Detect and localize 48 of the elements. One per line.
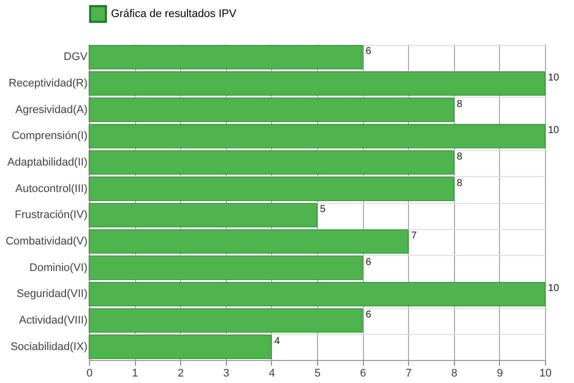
- data-label: 10: [548, 283, 560, 294]
- data-label: 8: [456, 152, 463, 162]
- bar: [88, 98, 454, 122]
- y-tick-label: Receptividad(R): [8, 78, 88, 90]
- data-label: 10: [548, 125, 560, 136]
- y-tick-label: Seguridad(VII): [16, 288, 88, 300]
- y-tick-label: Agresividad(A): [15, 104, 88, 116]
- y-tick-label: Adaptabilidad(II): [7, 156, 88, 168]
- bar: [88, 150, 454, 175]
- x-tick-label: 8: [451, 368, 458, 380]
- y-tick-label: Frustración(IV): [14, 209, 88, 222]
- bar: [88, 282, 546, 306]
- y-tick-label: DGV: [64, 51, 88, 64]
- x-tick-label: 5: [314, 368, 321, 380]
- y-tick-label: Sociabilidad(IX): [10, 340, 88, 353]
- bar: [88, 308, 363, 333]
- y-tick-label: Dominio(VI): [29, 262, 88, 274]
- y-tick-label: Combatividad(V): [6, 236, 88, 248]
- x-tick-label: 1: [132, 368, 138, 380]
- data-label: 6: [366, 46, 372, 58]
- bar: [88, 203, 318, 228]
- bar: [88, 71, 546, 96]
- x-tick-label: 9: [496, 368, 503, 380]
- x-tick-label: 3: [223, 368, 230, 380]
- data-label: 6: [366, 256, 372, 268]
- bar: [88, 176, 454, 201]
- y-tick-label: Autocontrol(III): [15, 182, 88, 195]
- bar: [88, 229, 408, 254]
- data-label: 8: [456, 98, 463, 110]
- data-label: 4: [274, 336, 280, 347]
- y-tick-label: Actividad(VIII): [19, 314, 88, 326]
- bar: [88, 256, 363, 280]
- x-tick-label: 6: [360, 368, 366, 380]
- data-label: 7: [411, 230, 418, 242]
- x-tick-label: 7: [406, 368, 412, 380]
- bar: [88, 45, 363, 70]
- x-tick-label: 4: [268, 368, 275, 380]
- x-tick-label: 0: [86, 368, 93, 380]
- x-tick-label: 10: [539, 368, 552, 380]
- data-label: 8: [456, 178, 463, 189]
- data-label: 5: [320, 204, 326, 216]
- bar: [88, 124, 546, 148]
- data-label: 10: [548, 72, 560, 84]
- bar: [88, 334, 272, 359]
- data-label: 6: [366, 310, 372, 320]
- y-tick-label: Comprensión(I): [12, 130, 88, 142]
- legend-label: Gráfica de resultados IPV: [111, 8, 238, 20]
- x-tick-label: 2: [178, 368, 184, 380]
